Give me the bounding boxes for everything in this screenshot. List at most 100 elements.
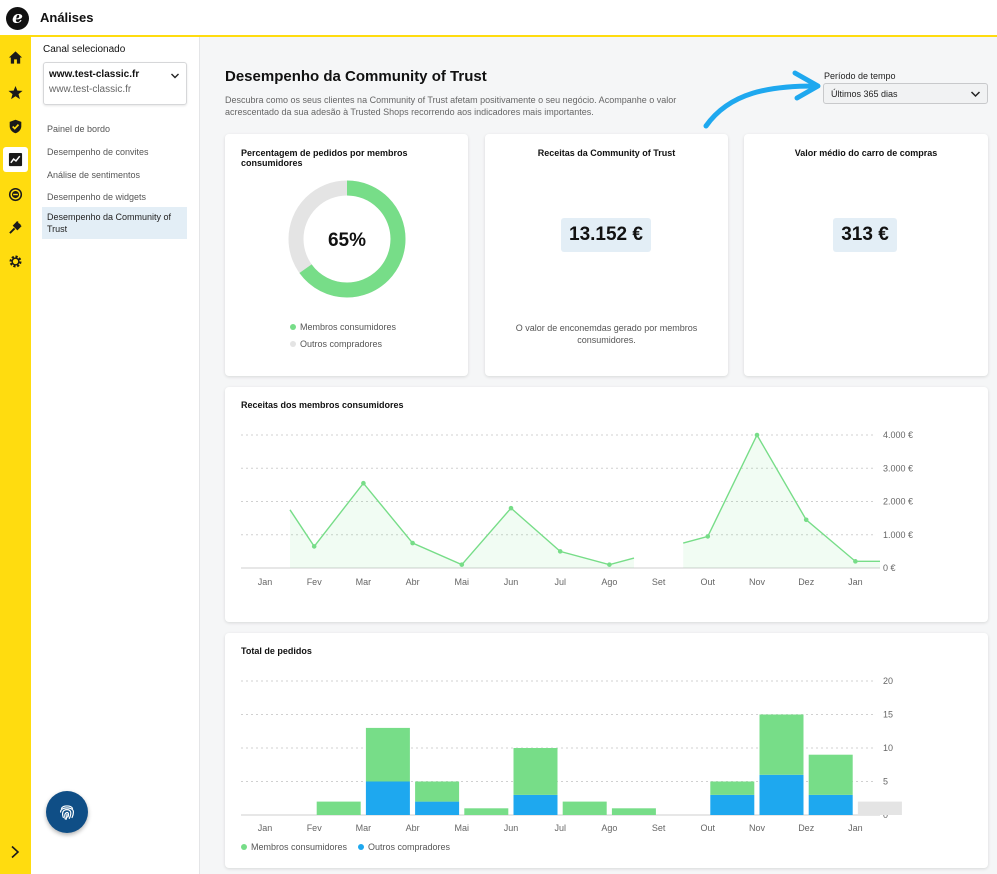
x-tick-label: Mai (455, 823, 470, 833)
fingerprint-icon (59, 805, 75, 820)
data-point[interactable] (311, 544, 317, 549)
bar-members[interactable] (513, 748, 558, 795)
x-tick-label: Jul (554, 823, 566, 833)
x-tick-label: Fev (307, 577, 323, 587)
bar-members[interactable] (611, 808, 656, 815)
etrusted-coin-icon[interactable] (3, 182, 28, 207)
bar-others[interactable] (513, 794, 558, 815)
x-tick-label: Out (701, 577, 716, 587)
bar-others[interactable] (808, 794, 853, 815)
sidebar-item-invites[interactable]: Desempenho de convites (47, 147, 149, 157)
data-point[interactable] (705, 534, 711, 539)
bar-others[interactable] (710, 794, 755, 815)
sidebar-item-community[interactable]: Desempenho da Community of Trust (42, 207, 187, 239)
bar-others[interactable] (365, 781, 410, 816)
annotation-arrow (703, 70, 821, 129)
y-tick-label: 5 (883, 777, 888, 787)
legend-dot (290, 323, 296, 330)
data-point[interactable] (607, 562, 612, 567)
x-tick-label: Abr (406, 577, 420, 587)
bar-partial-period[interactable] (857, 801, 902, 815)
data-point[interactable] (754, 432, 760, 438)
bar-members[interactable] (365, 727, 410, 782)
card-percentage: Percentagem de pedidos por membros consu… (225, 134, 468, 376)
channel-name: www.test-classic.fr (49, 69, 140, 80)
data-point[interactable] (361, 480, 366, 486)
bar-members[interactable] (464, 808, 509, 815)
x-tick-label: Jan (848, 577, 863, 587)
x-tick-label: Ago (601, 577, 617, 587)
bar-others[interactable] (759, 774, 804, 815)
donut-value: 65% (328, 230, 366, 251)
series-line (683, 433, 880, 563)
legend-label: Outros compradores (368, 842, 451, 852)
x-tick-label: Jun (504, 823, 519, 833)
star-icon[interactable] (3, 80, 28, 105)
line-chart: 4.000 € 3.000 € 2.000 € 1.000 € 0 € Jan Fev Mar… (241, 430, 913, 587)
y-tick-label: 1.000 € (883, 530, 913, 540)
bar-members[interactable] (415, 781, 460, 802)
card-revenue-chart: Receitas dos membros consumidores 4.000 … (225, 387, 988, 622)
x-tick-label: Jan (848, 823, 863, 833)
legend-others: Outros compradores (290, 339, 382, 349)
analytics-icon[interactable] (3, 147, 28, 172)
data-point[interactable] (459, 562, 465, 567)
bar-members[interactable] (562, 801, 607, 815)
x-tick-label: Jul (554, 577, 566, 587)
bar-members[interactable] (759, 714, 804, 775)
legend-dot (290, 340, 296, 347)
sidebar-item-sentiment[interactable]: Análise de sentimentos (47, 170, 141, 180)
chevron-down-icon (171, 73, 179, 79)
bar-others[interactable] (415, 801, 460, 815)
bar-members[interactable] (808, 754, 853, 795)
expand-chevron-icon[interactable] (9, 845, 21, 859)
y-tick-label: 20 (883, 676, 893, 686)
donut-segment-members (288, 180, 406, 298)
legend-dot (241, 843, 247, 850)
card-title: Receitas da Community of Trust (537, 148, 676, 158)
sidebar-item-dashboard[interactable]: Painel de bordo (47, 124, 111, 134)
period-select[interactable]: Últimos 365 dias (823, 83, 988, 104)
data-point[interactable] (853, 559, 858, 564)
y-tick-label: 15 (883, 710, 893, 720)
data-point[interactable] (557, 549, 563, 554)
etrusted-logo[interactable]: e (6, 7, 29, 30)
sidebar: Canal selecionado www.test-classic.fr ww… (31, 37, 200, 874)
series-area (683, 435, 880, 568)
data-point[interactable] (410, 540, 415, 546)
y-tick-label: 2.000 € (883, 497, 913, 507)
period-value: Últimos 365 dias (831, 89, 898, 99)
card-revenue: Receitas da Community of Trust 13.152 € … (485, 134, 728, 376)
kpi-value: 13.152 € (561, 218, 651, 252)
x-tick-label: Mar (356, 823, 372, 833)
fingerprint-button[interactable] (46, 791, 88, 833)
x-tick-label: Mar (356, 577, 372, 587)
plug-icon[interactable] (3, 215, 28, 240)
gear-icon[interactable] (3, 249, 28, 274)
x-tick-label: Dez (798, 823, 815, 833)
x-tick-label: Ago (601, 823, 617, 833)
x-tick-label: Set (652, 823, 666, 833)
card-title: Percentagem de pedidos por membros consu… (241, 148, 408, 168)
bar-members[interactable] (710, 781, 755, 795)
channel-select[interactable]: www.test-classic.fr www.test-classic.fr (43, 62, 187, 105)
shield-check-icon[interactable] (3, 114, 28, 139)
chevron-down-icon (970, 91, 981, 98)
y-tick-label: 3.000 € (883, 463, 913, 473)
card-average-cart: Valor médio do carro de compras 313 € (744, 134, 988, 376)
left-rail (0, 37, 31, 874)
card-title: Receitas dos membros consumidores (241, 400, 404, 410)
bar-chart: 20151050JanFevMarAbrMaiJunJulAgoSetOutNo… (241, 676, 902, 833)
y-tick-label: 10 (883, 743, 893, 753)
data-point[interactable] (508, 505, 514, 511)
legend-dot (358, 843, 364, 850)
sidebar-item-widgets[interactable]: Desempenho de widgets (47, 192, 147, 202)
page-title: Desempenho da Community of Trust (225, 68, 487, 85)
period-label: Período de tempo (824, 71, 896, 81)
bar-members[interactable] (316, 801, 361, 815)
home-icon[interactable] (3, 45, 28, 70)
data-point[interactable] (803, 517, 809, 523)
y-tick-label: 0 € (883, 563, 896, 573)
card-title: Valor médio do carro de compras (794, 148, 938, 158)
channel-sub: www.test-classic.fr (49, 84, 132, 95)
